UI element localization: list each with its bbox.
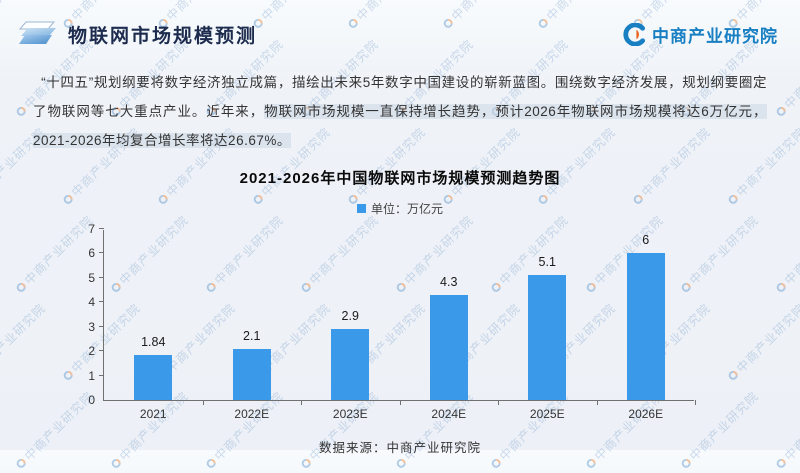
- watermark-logo-icon: [584, 456, 598, 470]
- bar: [528, 275, 567, 400]
- x-axis-tick: [695, 400, 696, 405]
- x-axis-label: 2022E: [234, 407, 270, 421]
- x-axis-label: 2024E: [431, 407, 467, 421]
- brand-logo: 中商产业研究院: [623, 22, 778, 47]
- chart-legend: 单位：万亿元: [0, 200, 800, 217]
- watermark-logo-icon: [489, 456, 503, 470]
- bar-group: 5.1 2025E: [498, 230, 597, 421]
- bar: [232, 348, 271, 400]
- bar-value-label: 6: [642, 233, 650, 248]
- legend-label: 单位：万亿元: [370, 202, 443, 216]
- watermark-logo-icon: [299, 456, 313, 470]
- x-axis-tick: [301, 400, 302, 405]
- brand-name: 中商产业研究院: [652, 26, 778, 46]
- data-source: 数据来源：中商产业研究院: [318, 441, 481, 455]
- bar: [331, 329, 370, 400]
- y-axis-label: 0: [88, 393, 95, 407]
- bar-group: 1.84 2021: [104, 230, 203, 421]
- x-axis-tick: [399, 400, 401, 405]
- bar-value-label: 5.1: [538, 255, 556, 270]
- page-title: 物联网市场规模预测: [68, 25, 258, 47]
- x-axis-label: 2021: [139, 407, 167, 421]
- watermark-logo-icon: [109, 456, 123, 470]
- y-axis-label: 2: [88, 344, 95, 359]
- y-axis-label: 4: [88, 295, 95, 310]
- bar-group: 4.3 2024E: [400, 230, 499, 421]
- x-axis-tick: [596, 400, 598, 405]
- y-axis-label: 7: [88, 222, 95, 236]
- y-axis-label: 1: [88, 368, 95, 383]
- bar-value-label: 2.9: [341, 309, 359, 324]
- watermark-logo-icon: [204, 456, 218, 470]
- watermark-logo-icon: [679, 456, 693, 470]
- intro-paragraph: “十四五”规划纲要将数字经济独立成篇，描绘出未来5年数字中国建设的崭新蓝图。围绕…: [33, 68, 767, 155]
- chart-title: 2021-2026年中国物联网市场规模预测趋势图: [239, 170, 561, 187]
- bar: [626, 253, 665, 400]
- bar-chart: 0 1 2 3 4 5 6 7 1.84 2021 2.1 2022E 2.9 2023E 4.3 2024E…: [0, 222, 800, 423]
- bar-value-label: 4.3: [440, 274, 458, 289]
- y-axis-tick: [99, 301, 104, 303]
- watermark-logo-icon: [14, 456, 28, 470]
- bar-group: 2.9 2023E: [301, 230, 400, 421]
- x-axis-tick: [498, 400, 499, 405]
- legend-swatch-icon: [356, 204, 366, 213]
- brand-circle-icon: [623, 22, 646, 46]
- x-axis-label: 2026E: [628, 407, 664, 421]
- watermark-logo-icon: [774, 456, 788, 470]
- paragraph-lead: “十四五”规划纲要将数字经济独立成篇，描绘出未来5年数字中国建设的崭新蓝图。围绕…: [33, 75, 767, 119]
- y-axis-label: 6: [88, 246, 95, 261]
- y-axis-tick: [99, 325, 104, 327]
- bar-group: 2.1 2022E: [203, 230, 302, 421]
- x-axis-label: 2025E: [529, 407, 565, 421]
- x-axis-tick: [202, 400, 204, 405]
- y-axis-tick: [99, 228, 104, 229]
- bar-value-label: 2.1: [243, 328, 261, 343]
- y-axis-label: 5: [88, 270, 95, 285]
- bar: [429, 294, 468, 400]
- y-axis-tick: [99, 350, 104, 352]
- chart-plot: 0 1 2 3 4 5 6 7 1.84 2021 2.1 2022E 2.9 2023E 4.3 2024E…: [88, 222, 696, 421]
- y-axis-tick: [99, 276, 104, 278]
- y-axis-tick: [99, 252, 104, 254]
- bar: [134, 355, 173, 400]
- bar-value-label: 1.84: [141, 335, 166, 350]
- bar-group: 6 2026E: [597, 230, 696, 421]
- watermark-logo-icon: [394, 456, 408, 470]
- y-axis-tick: [99, 374, 104, 376]
- y-axis-label: 3: [88, 319, 95, 334]
- header: 物联网市场规模预测 中商产业研究院: [0, 0, 800, 52]
- x-axis-label: 2023E: [332, 407, 368, 421]
- layers-icon: [16, 19, 58, 52]
